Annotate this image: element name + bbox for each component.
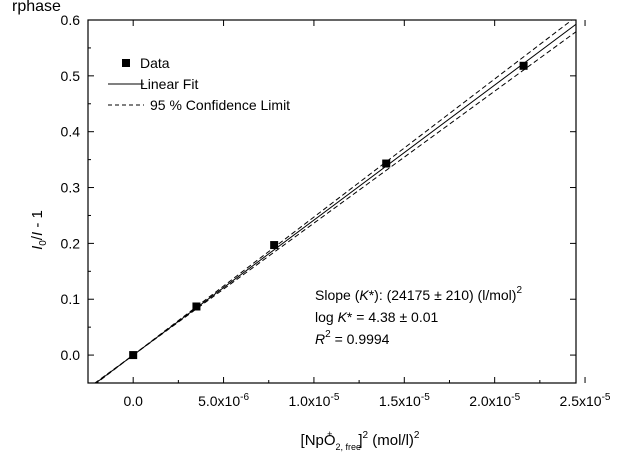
confidence-lower-line [94,31,576,383]
y-tick-label: 0.6 [61,12,81,28]
data-point [192,302,201,311]
x-tick-label: 1.5x10-5 [379,392,430,409]
y-tick-label: 0.1 [61,291,81,307]
data-point [270,241,279,250]
x-axis-label: [NpO2, free+]2 (mol/l)2 [301,429,420,452]
x-axis-ticks [87,20,586,383]
x-tick-label: 5.0x10-6 [198,392,249,409]
x-tick-label: 2.0x10-5 [469,392,520,409]
data-point [129,351,138,360]
plot-frame [87,19,577,384]
y-axis-ticks [88,19,576,384]
legend-label-fit: Linear Fit [140,76,198,92]
x-tick-label: 1.0x10-5 [288,392,339,409]
x-tick-label: 2.5x10-5 [560,392,611,409]
y-tick-label: 0.0 [61,347,81,363]
y-tick-label: 0.5 [61,68,81,84]
annotation-logk: log K* = 4.38 ± 0.01 [315,309,438,325]
data-markers [129,61,528,360]
plot-content [94,20,576,383]
confidence-upper-line [95,20,573,383]
x-axis-tick-labels: 0.0 5.0x10-6 1.0x10-5 1.5x10-5 2.0x10-5 2.5x1… [123,392,610,409]
legend-marker-data [122,59,130,67]
y-axis-tick-labels: 0.0 0.1 0.2 0.3 0.4 0.5 0.6 [61,12,81,363]
data-point [382,159,391,168]
legend-label-confidence: 95 % Confidence Limit [150,97,290,113]
legend: Data Linear Fit 95 % Confidence Limit [108,55,290,113]
fit-lines [94,20,576,383]
data-point [519,61,528,70]
y-tick-label: 0.3 [61,180,81,196]
fit-line [94,23,576,383]
annotation-slope: Slope (K*): (24175 ± 210) (l/mol)2 [315,285,522,303]
caption-fragment: rphase [12,0,61,15]
y-tick-label: 0.4 [61,124,81,140]
legend-label-data: Data [140,55,170,71]
y-tick-label: 0.2 [61,235,81,251]
y-axis-label: I0/I - 1 [29,210,49,250]
x-tick-label: 0.0 [123,393,143,409]
annotation-r2: R2 = 0.9994 [315,329,390,347]
